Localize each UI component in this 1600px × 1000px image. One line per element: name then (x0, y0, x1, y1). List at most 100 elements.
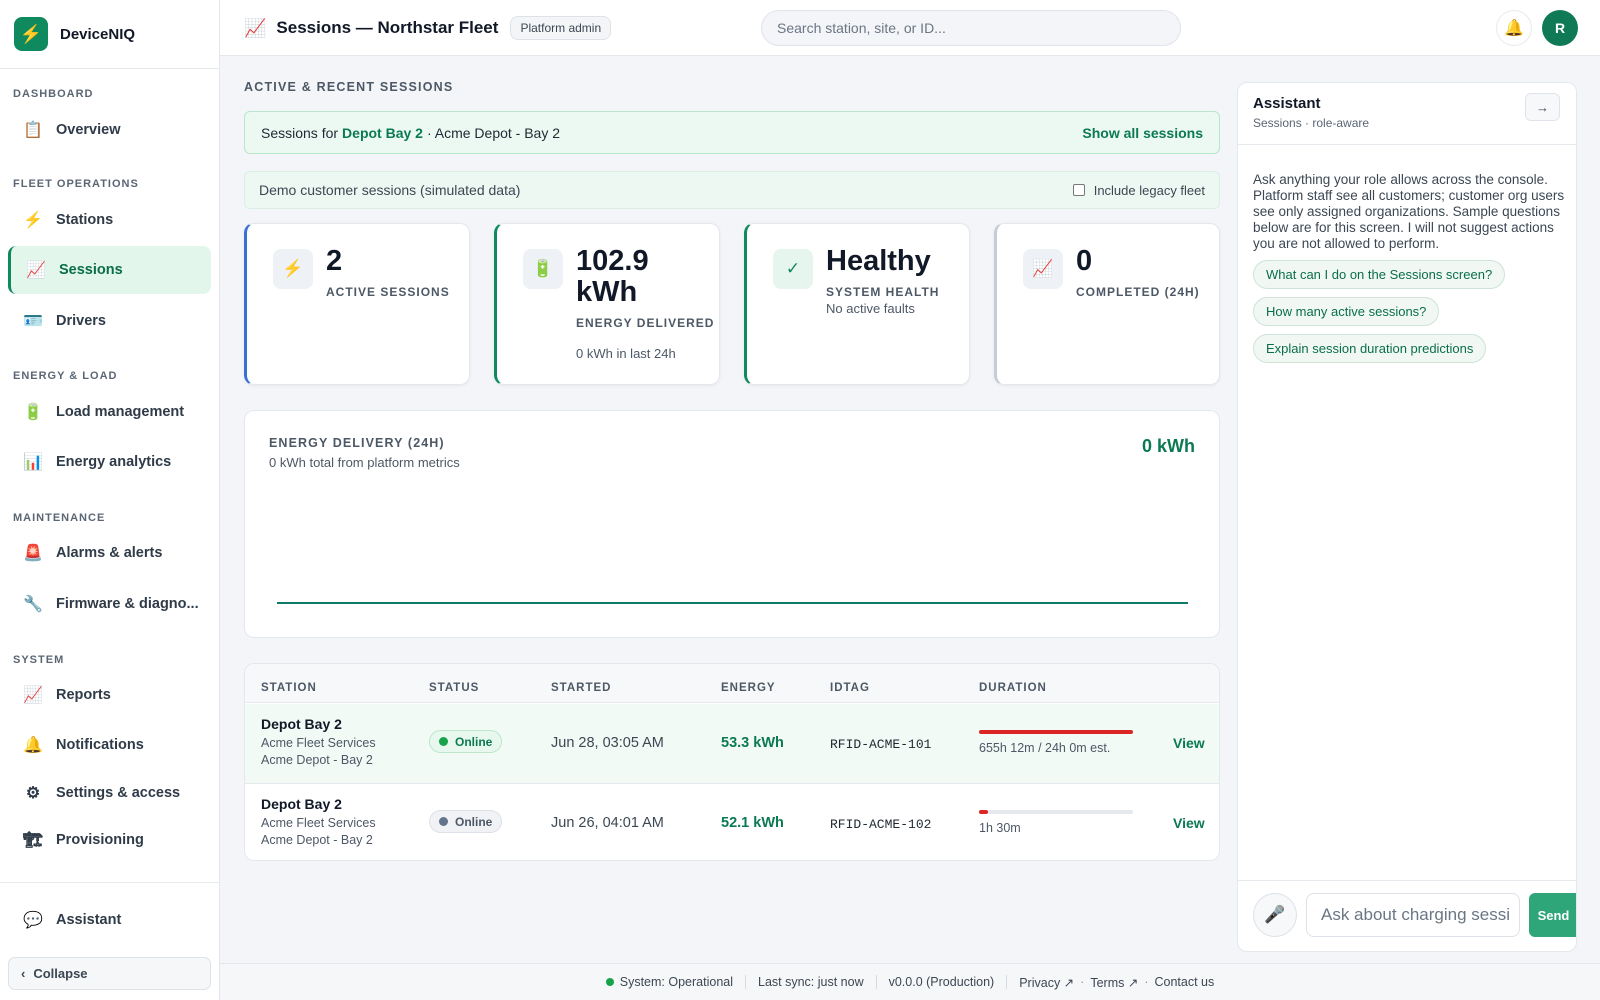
id-card-icon: 🪪 (23, 313, 43, 330)
sidebar-item-reports[interactable]: 📈 Reports (8, 671, 211, 719)
view-session-link[interactable]: View (1173, 815, 1205, 831)
section-title: ACTIVE & RECENT SESSIONS (244, 80, 454, 94)
table-row[interactable]: Depot Bay 2 Acme Fleet Services Acme Dep… (245, 784, 1219, 860)
station-org: Acme Fleet Services (261, 816, 376, 830)
sidebar-item-label: Sessions (59, 262, 123, 278)
sidebar-item-sessions[interactable]: 📈 Sessions (8, 246, 211, 294)
col-idtag[interactable]: IDTAG (830, 682, 870, 694)
nav-section-system: SYSTEM (13, 654, 65, 666)
col-status[interactable]: STATUS (429, 682, 480, 694)
last-sync: Last sync: just now (758, 975, 864, 989)
arrow-right-icon[interactable]: → (1525, 93, 1560, 121)
view-session-link[interactable]: View (1173, 735, 1205, 751)
collapse-button[interactable]: ‹ Collapse (8, 957, 211, 990)
kpi-label: COMPLETED (24H) (1076, 285, 1200, 299)
duration-text: 655h 12m / 24h 0m est. (979, 741, 1111, 755)
started-time: Jun 28, 03:05 AM (551, 735, 664, 751)
sidebar-item-overview[interactable]: 📋 Overview (8, 106, 211, 154)
checkmark-icon: ✓ (773, 249, 813, 289)
suggestion-chip[interactable]: Explain session duration predictions (1253, 334, 1487, 363)
version: v0.0.0 (Production) (888, 975, 995, 989)
station-org: Acme Fleet Services (261, 736, 376, 750)
session-filter-bar: Sessions for Depot Bay 2 · Acme Depot - … (244, 111, 1220, 154)
system-status: System: Operational (605, 975, 733, 989)
demo-data-bar: Demo customer sessions (simulated data) … (244, 171, 1220, 209)
sidebar-item-alarms[interactable]: 🚨 Alarms & alerts (8, 529, 211, 577)
sidebar-item-label: Provisioning (56, 832, 144, 848)
suggestion-chip[interactable]: What can I do on the Sessions screen? (1253, 260, 1506, 289)
page-title: 📈 Sessions — Northstar Fleet Platform ad… (244, 16, 612, 40)
bolt-logo-icon: ⚡ (14, 17, 48, 51)
chevron-left-icon: ‹ (21, 966, 26, 981)
sidebar-item-label: Settings & access (56, 785, 181, 801)
brand[interactable]: ⚡ DeviceNIQ (0, 0, 219, 69)
energy-value: 53.3 kWh (721, 735, 784, 751)
station-name: Depot Bay 2 (261, 796, 342, 812)
include-legacy-toggle[interactable]: Include legacy fleet (1072, 183, 1205, 198)
duration-bar-fill (979, 730, 1133, 734)
sidebar-item-notifications[interactable]: 🔔 Notifications (8, 721, 211, 769)
bar-chart-icon: 📊 (23, 454, 43, 471)
microphone-icon[interactable]: 🎤 (1253, 893, 1297, 937)
divider (875, 975, 877, 989)
chart-title: ENERGY DELIVERY (24H) (269, 436, 445, 450)
col-started[interactable]: STARTED (551, 682, 612, 694)
send-button[interactable]: Send (1529, 893, 1576, 937)
sidebar-item-assistant[interactable]: 💬 Assistant (8, 896, 211, 944)
chart-subtitle: 0 kWh total from platform metrics (269, 455, 460, 470)
nav-section-dashboard: DASHBOARD (13, 88, 94, 100)
chart-up-icon: 📈 (26, 262, 46, 279)
divider (745, 975, 746, 989)
chart-plot (277, 602, 1188, 604)
sidebar-item-label: Energy analytics (56, 454, 172, 470)
divider (1006, 975, 1008, 989)
chart-total: 0 kWh (1141, 436, 1195, 456)
suggestion-chip[interactable]: How many active sessions? (1253, 297, 1440, 326)
search-input[interactable]: Search station, site, or ID... (761, 10, 1181, 46)
notifications-bell-icon[interactable]: 🔔 (1496, 10, 1532, 46)
assistant-input[interactable]: Ask about charging sessi (1306, 893, 1520, 937)
sidebar-item-drivers[interactable]: 🪪 Drivers (8, 297, 211, 345)
nav-section-energy-load: ENERGY & LOAD (13, 370, 118, 382)
duration-bar (979, 810, 1133, 814)
sidebar-item-load-management[interactable]: 🔋 Load management (8, 388, 211, 436)
nav-section-fleet-operations: FLEET OPERATIONS (13, 178, 139, 190)
contact-link[interactable]: Contact us (1154, 975, 1215, 989)
table-row[interactable]: Depot Bay 2 Acme Fleet Services Acme Dep… (245, 704, 1219, 784)
status-dot (439, 737, 448, 746)
sidebar-item-settings[interactable]: ⚙ Settings & access (8, 769, 211, 817)
col-duration[interactable]: DURATION (979, 682, 1047, 694)
energy-value: 52.1 kWh (721, 815, 784, 831)
wrench-icon: 🔧 (23, 596, 43, 613)
filter-station-link[interactable]: Depot Bay 2 (342, 124, 423, 141)
sidebar-item-provisioning[interactable]: 🏗 Provisioning (8, 816, 211, 864)
kpi-energy-delivered: 🔋 102.9 kWh ENERGY DELIVERED 0 kWh in la… (494, 223, 720, 385)
idtag-value: RFID-ACME-102 (830, 817, 932, 832)
col-station[interactable]: STATION (261, 682, 317, 694)
col-energy[interactable]: ENERGY (721, 682, 776, 694)
show-all-sessions-button[interactable]: Show all sessions (1082, 124, 1203, 141)
assistant-subtitle: Sessions · role-aware (1253, 116, 1370, 130)
status-dot (605, 978, 614, 986)
sidebar: ⚡ DeviceNIQ DASHBOARD 📋 Overview FLEET OP… (0, 0, 220, 1000)
role-badge: Platform admin (510, 16, 612, 40)
sidebar-item-energy-analytics[interactable]: 📊 Energy analytics (8, 438, 211, 486)
gear-icon: ⚙ (25, 785, 41, 802)
energy-delivery-chart: ENERGY DELIVERY (24H) 0 kWh total from p… (244, 410, 1220, 638)
duration-bar-fill (979, 810, 989, 814)
avatar[interactable]: R (1542, 10, 1578, 46)
sidebar-item-stations[interactable]: ⚡ Stations (8, 196, 211, 244)
bell-icon: 🔔 (23, 737, 43, 754)
sidebar-item-firmware[interactable]: 🔧 Firmware & diagno... (8, 580, 211, 628)
station-name: Depot Bay 2 (261, 716, 342, 732)
sidebar-item-label: Drivers (56, 313, 106, 329)
assistant-panel: Assistant Sessions · role-aware → Ask an… (1237, 82, 1577, 952)
assistant-header: Assistant Sessions · role-aware → (1238, 83, 1576, 145)
battery-icon: 🔋 (23, 404, 43, 421)
kpi-value: 0 (1076, 245, 1093, 277)
legacy-checkbox[interactable] (1072, 184, 1085, 196)
privacy-link[interactable]: Privacy ↗ (1019, 975, 1075, 990)
terms-link[interactable]: Terms ↗ (1090, 975, 1139, 990)
bolt-icon: ⚡ (273, 249, 313, 289)
sessions-table: STATION STATUS STARTED ENERGY IDTAG DURA… (244, 663, 1220, 861)
